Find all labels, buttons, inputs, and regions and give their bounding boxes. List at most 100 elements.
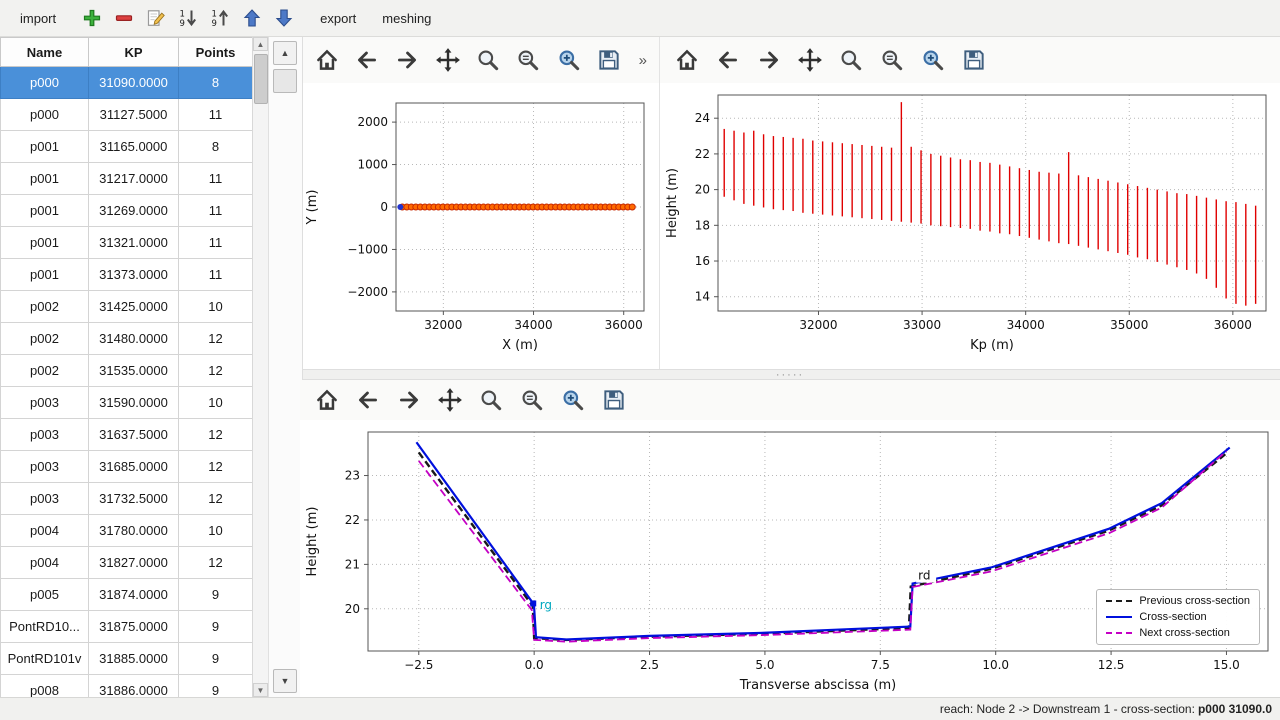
svg-text:34000: 34000 [1007, 318, 1045, 332]
table-row[interactable]: p001 31373.0000 11 [0, 258, 252, 291]
home-icon[interactable] [312, 385, 342, 415]
home-icon[interactable] [672, 45, 702, 75]
forward-icon[interactable] [754, 45, 784, 75]
longitudinal-profile-panel: 32000 33000 34000 35000 36000 14 16 18 20 22 24 Kp … [660, 37, 1280, 369]
panel-scroll-down-button[interactable]: ▼ [273, 669, 297, 693]
table-cell: p001 [0, 226, 89, 259]
save-icon[interactable] [599, 385, 629, 415]
zoom-rect-icon[interactable] [918, 45, 948, 75]
table-cell: p008 [0, 674, 89, 697]
edit-icon[interactable] [142, 5, 170, 31]
table-cell: p000 [0, 98, 89, 131]
table-row[interactable]: p003 31685.0000 12 [0, 450, 252, 483]
zoom-icon[interactable] [836, 45, 866, 75]
table-cell: p002 [0, 322, 89, 355]
column-header-kp[interactable]: KP [88, 37, 179, 67]
table-row[interactable]: p004 31780.0000 10 [0, 514, 252, 547]
back-icon[interactable] [713, 45, 743, 75]
column-header-name[interactable]: Name [0, 37, 89, 67]
table-cell: 11 [178, 226, 252, 259]
legend-label: Next cross-section [1139, 627, 1230, 639]
table-cell: 9 [178, 674, 252, 697]
plan-view-panel: » 32000 34000 36000 −2000 −1000 0 1000 2000 X (m… [300, 37, 660, 369]
table-row[interactable]: p008 31886.0000 9 [0, 674, 252, 697]
back-icon[interactable] [352, 45, 381, 75]
save-icon[interactable] [594, 45, 623, 75]
main-toolbar: import export meshing [0, 0, 1280, 37]
table-row[interactable]: p004 31827.0000 12 [0, 546, 252, 579]
svg-text:22: 22 [695, 147, 710, 161]
table-row[interactable]: p002 31425.0000 10 [0, 290, 252, 323]
longitudinal-plot-toolbar [660, 37, 1280, 83]
move-down-icon[interactable] [270, 5, 298, 31]
panel-scrollbar[interactable]: ▲ ▼ [269, 37, 303, 697]
table-cell: p005 [0, 578, 89, 611]
svg-text:22: 22 [345, 513, 360, 527]
table-row[interactable]: p003 31590.0000 10 [0, 386, 252, 419]
table-cell: 10 [178, 290, 252, 323]
table-row[interactable]: PontRD101v 31885.0000 9 [0, 642, 252, 675]
svg-text:rg: rg [540, 598, 552, 612]
table-row[interactable]: p003 31732.5000 12 [0, 482, 252, 515]
cross-section-plot-panel: rg rd −2.5 0.0 2.5 5.0 7.5 10.0 12.5 15.0 20 21 22 23… [300, 380, 1280, 697]
svg-text:32000: 32000 [799, 318, 837, 332]
panel-scrollbar-thumb[interactable] [273, 69, 297, 93]
table-row[interactable]: p001 31321.0000 11 [0, 226, 252, 259]
table-cell: 8 [178, 130, 252, 163]
table-scrollbar[interactable]: ▲ ▼ [253, 37, 269, 697]
table-scrollbar-thumb[interactable] [254, 54, 268, 104]
toolbar-overflow-button[interactable]: » [638, 51, 647, 69]
table-row[interactable]: p001 31217.0000 11 [0, 162, 252, 195]
remove-icon[interactable] [110, 5, 138, 31]
zoom-icon[interactable] [473, 45, 502, 75]
forward-icon[interactable] [393, 45, 422, 75]
column-header-points[interactable]: Points [178, 37, 252, 67]
table-row[interactable]: p002 31480.0000 12 [0, 322, 252, 355]
table-row[interactable]: p001 31165.0000 8 [0, 130, 252, 163]
pan-icon[interactable] [795, 45, 825, 75]
longitudinal-plot-canvas[interactable]: 32000 33000 34000 35000 36000 14 16 18 20 22 24 Kp … [660, 83, 1280, 369]
svg-text:36000: 36000 [605, 318, 643, 332]
table-cell: 31535.0000 [88, 354, 179, 387]
table-row[interactable]: p001 31269.0000 11 [0, 194, 252, 227]
add-icon[interactable] [78, 5, 106, 31]
horizontal-splitter[interactable]: ····· [300, 369, 1280, 380]
svg-text:7.5: 7.5 [871, 658, 890, 672]
move-up-icon[interactable] [238, 5, 266, 31]
table-cell: 31217.0000 [88, 162, 179, 195]
legend-entry-previous: Previous cross-section [1106, 595, 1250, 607]
meshing-button[interactable]: meshing [372, 7, 441, 30]
svg-text:2.5: 2.5 [640, 658, 659, 672]
back-icon[interactable] [353, 385, 383, 415]
scroll-up-icon[interactable]: ▲ [253, 37, 268, 51]
table-row[interactable]: p000 31090.0000 8 [0, 66, 252, 99]
pan-icon[interactable] [435, 385, 465, 415]
table-row[interactable]: p002 31535.0000 12 [0, 354, 252, 387]
plan-plot-canvas[interactable]: 32000 34000 36000 −2000 −1000 0 1000 2000 X (m) Y… [300, 83, 658, 369]
scroll-down-icon[interactable]: ▼ [253, 683, 268, 697]
table-row[interactable]: p003 31637.5000 12 [0, 418, 252, 451]
cross-section-plot-canvas[interactable]: rg rd −2.5 0.0 2.5 5.0 7.5 10.0 12.5 15.0 20 21 22 23… [300, 420, 1280, 697]
svg-text:10.0: 10.0 [982, 658, 1009, 672]
subplots-icon[interactable] [877, 45, 907, 75]
subplots-icon[interactable] [514, 45, 543, 75]
panel-scroll-up-button[interactable]: ▲ [273, 41, 297, 65]
table-row[interactable]: PontRD10... 31875.0000 9 [0, 610, 252, 643]
table-row[interactable]: p005 31874.0000 9 [0, 578, 252, 611]
zoom-rect-icon[interactable] [558, 385, 588, 415]
home-icon[interactable] [312, 45, 341, 75]
sort-descending-icon[interactable] [174, 5, 202, 31]
pan-icon[interactable] [433, 45, 462, 75]
zoom-icon[interactable] [476, 385, 506, 415]
plot-legend: Previous cross-section Cross-section Nex… [1096, 589, 1260, 645]
table-row[interactable]: p000 31127.5000 11 [0, 98, 252, 131]
save-icon[interactable] [959, 45, 989, 75]
forward-icon[interactable] [394, 385, 424, 415]
table-cell: p001 [0, 130, 89, 163]
export-button[interactable]: export [310, 7, 366, 30]
zoom-rect-icon[interactable] [554, 45, 583, 75]
import-button[interactable]: import [10, 7, 66, 30]
subplots-icon[interactable] [517, 385, 547, 415]
splitter-grip-icon: ····· [775, 368, 805, 381]
sort-ascending-icon[interactable] [206, 5, 234, 31]
